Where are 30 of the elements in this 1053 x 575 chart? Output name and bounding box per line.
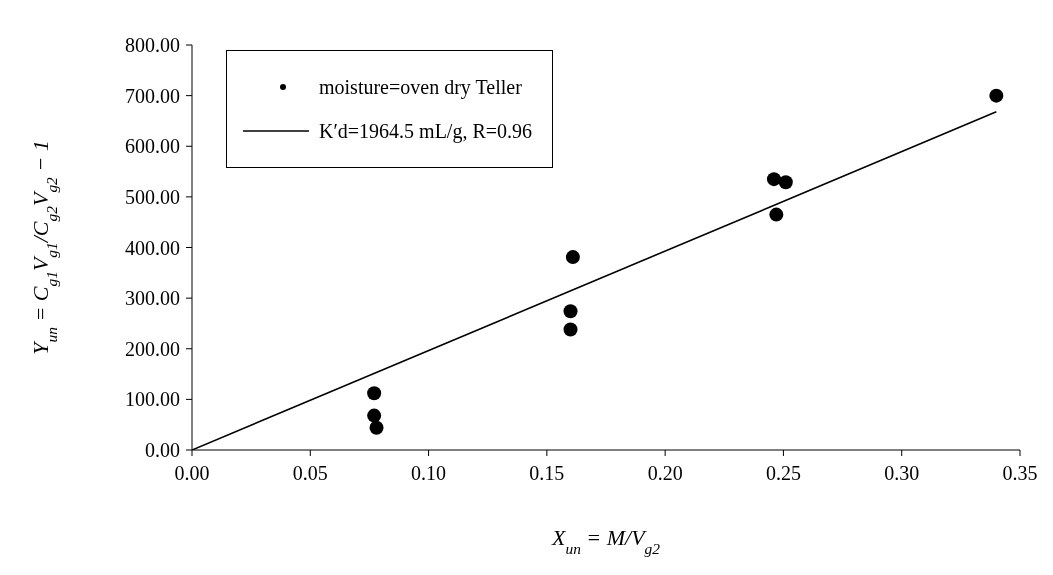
point xyxy=(778,175,793,190)
x-tick-label: 0.25 xyxy=(765,462,801,485)
point xyxy=(769,207,784,222)
point xyxy=(565,250,580,265)
x-tick-label: 0.10 xyxy=(411,462,447,485)
point xyxy=(367,408,382,423)
point xyxy=(563,322,578,337)
y-tick-label: 500.00 xyxy=(125,185,180,208)
legend-label: K′d=1964.5 mL/g, R=0.96 xyxy=(319,119,533,143)
x-tick-label: 0.05 xyxy=(292,462,328,485)
x-tick-label: 0.35 xyxy=(1002,462,1038,485)
point xyxy=(989,88,1004,103)
x-tick-label: 0.30 xyxy=(884,462,920,485)
y-tick-label: 400.00 xyxy=(125,236,180,259)
y-tick-label: 600.00 xyxy=(125,135,180,158)
y-tick-label: 100.00 xyxy=(125,388,180,411)
y-tick-label: 800.00 xyxy=(125,34,180,57)
x-tick-label: 0.15 xyxy=(529,462,565,485)
y-tick-label: 200.00 xyxy=(125,337,180,360)
x-axis-title: X$_{un}$ = M/V$_{g2}$ xyxy=(551,525,661,557)
point xyxy=(369,420,384,435)
y-tick-label: 0.00 xyxy=(145,439,180,462)
point xyxy=(766,172,781,187)
point xyxy=(367,386,382,401)
point xyxy=(563,304,578,319)
y-tick-label: 700.00 xyxy=(125,84,180,107)
y-tick-label: 300.00 xyxy=(125,287,180,310)
x-tick-label: 0.20 xyxy=(647,462,683,485)
legend-label: moisture=oven dry Teller xyxy=(319,75,522,99)
x-tick-label: 0.00 xyxy=(174,462,210,485)
